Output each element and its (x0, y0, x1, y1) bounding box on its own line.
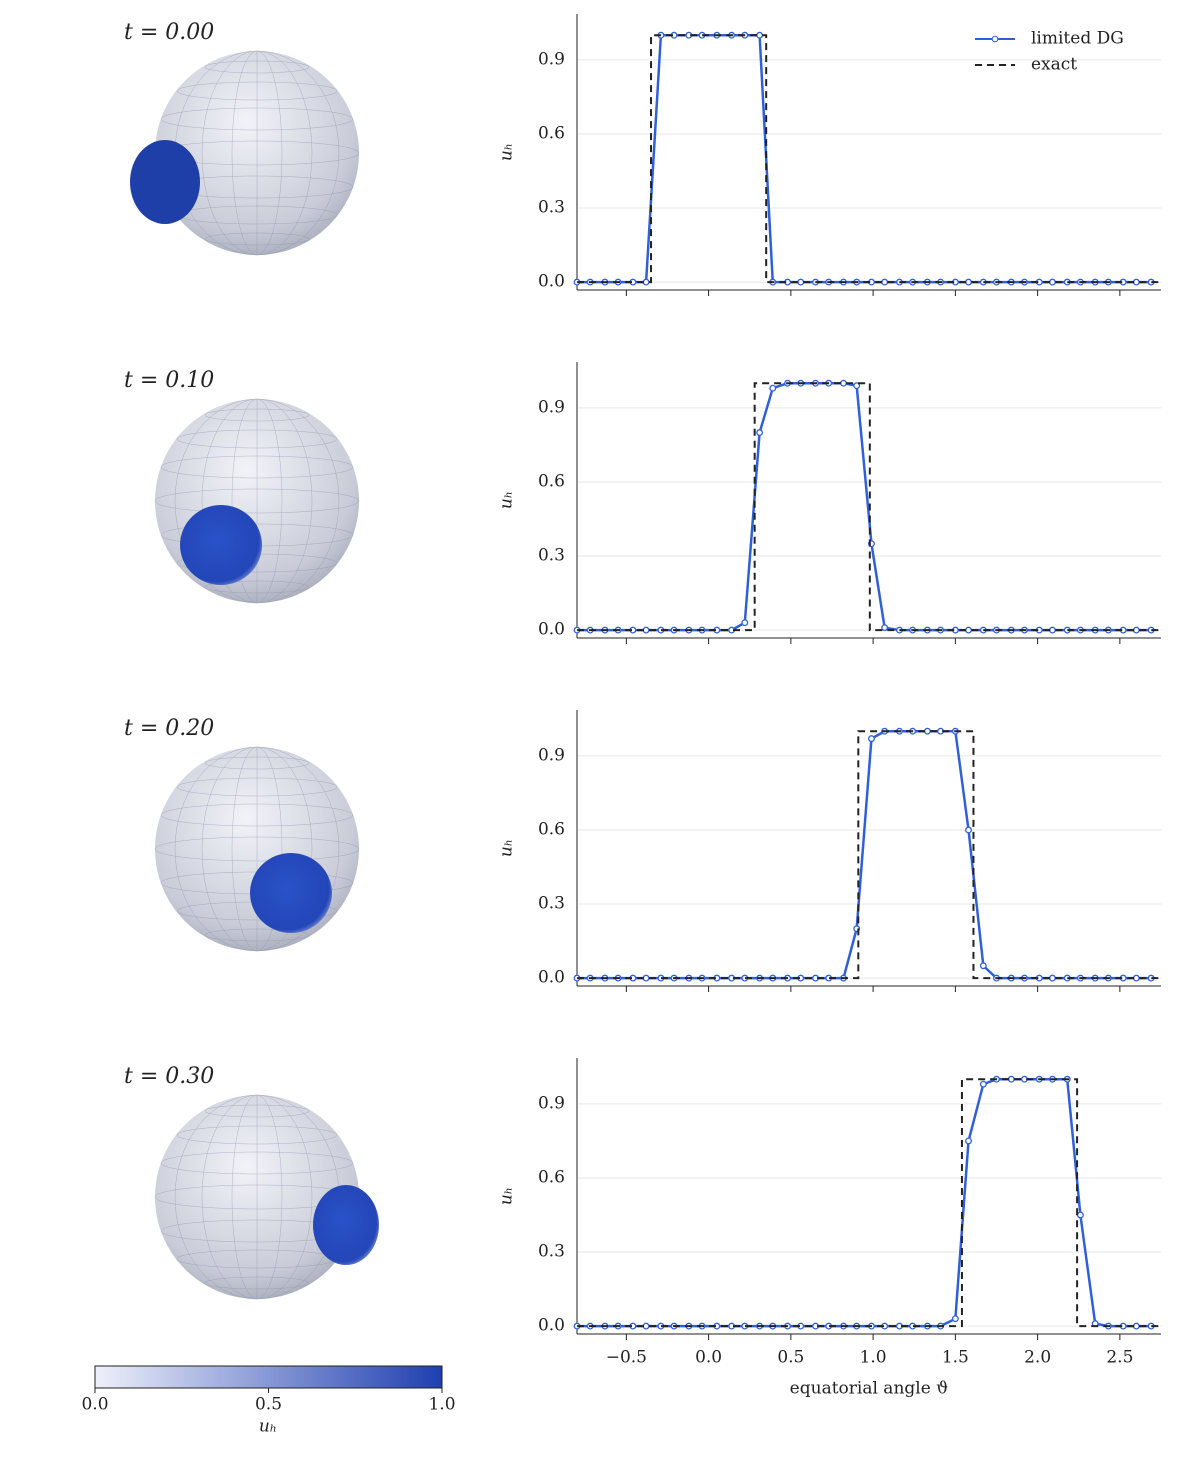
sphere-panel: t = 0.20 (124, 716, 360, 952)
data-point (1132, 974, 1140, 982)
sphere-panel: t = 0.00 (124, 20, 360, 256)
x-axis-label: equatorial angle ϑ (790, 1379, 949, 1399)
x-tick-label: 0.0 (695, 1348, 722, 1368)
x-tick-label: 1.0 (860, 1348, 887, 1368)
series-line (577, 1078, 1161, 1328)
data-point (923, 727, 931, 735)
legend-label: limited DG (1031, 29, 1124, 49)
data-point (756, 429, 764, 437)
data-point (965, 278, 972, 286)
series-line (577, 1077, 1152, 1328)
line-chart: 0.0 0.3 0.6 0.9 −0.5 0.0 0.5 1.0 1.5 2.0 2.5 uₕ equa… (497, 1058, 1161, 1399)
data-point (642, 1322, 650, 1330)
data-point (840, 379, 847, 387)
data-point (756, 31, 764, 39)
data-point (979, 1080, 987, 1088)
time-label: t = 0.10 (124, 368, 214, 393)
data-point (1132, 1322, 1140, 1330)
line-chart: 0.0 0.3 0.6 0.9 uₕ limited DG exact (497, 14, 1161, 296)
data-point (868, 735, 875, 743)
y-tick-label: 0.6 (538, 471, 565, 491)
data-point (1132, 278, 1140, 286)
line-chart: 0.0 0.3 0.6 0.9 uₕ (497, 710, 1161, 992)
data-point (853, 382, 861, 390)
data-point (881, 278, 889, 286)
y-tick-label: 0.9 (538, 1093, 565, 1113)
series-line (577, 730, 1161, 980)
y-tick-label: 0.3 (538, 546, 565, 566)
data-point (741, 619, 749, 627)
y-tick-label: 0.3 (538, 198, 565, 218)
time-label: t = 0.00 (124, 20, 214, 45)
colorbar (94, 1365, 443, 1389)
y-tick-label: 0.0 (538, 272, 565, 292)
data-point (797, 278, 805, 286)
colorbar-tick-label: 0.5 (255, 1395, 282, 1415)
solution-patch (130, 140, 200, 224)
time-label: t = 0.20 (124, 716, 214, 741)
y-tick-label: 0.9 (538, 745, 565, 765)
data-point (965, 1137, 972, 1145)
data-point (951, 1315, 959, 1323)
series-line (577, 729, 1152, 980)
data-point (1048, 626, 1056, 634)
y-tick-label: 0.3 (538, 894, 565, 914)
data-point (642, 278, 650, 286)
data-point (642, 626, 650, 634)
data-point (1076, 1211, 1084, 1219)
y-tick-label: 0.6 (538, 819, 565, 839)
x-tick-label: −0.5 (606, 1348, 647, 1368)
y-tick-label: 0.9 (538, 49, 565, 69)
colorbar-tick-label: 1.0 (428, 1395, 455, 1415)
y-axis-label: uₕ (497, 1187, 517, 1205)
data-point (1007, 1075, 1015, 1083)
line-chart: 0.0 0.3 0.6 0.9 uₕ (497, 362, 1161, 644)
series-line (577, 382, 1161, 632)
y-axis-label: uₕ (497, 143, 517, 161)
colorbar-label: uₕ (259, 1417, 277, 1437)
solution-patch (250, 853, 332, 933)
data-point (1132, 626, 1140, 634)
series-line (577, 34, 1161, 284)
x-tick-label: 1.5 (942, 1348, 969, 1368)
solution-patch (180, 505, 262, 585)
y-tick-label: 0.0 (538, 620, 565, 640)
y-tick-label: 0.0 (538, 1316, 565, 1336)
series-line (577, 381, 1152, 632)
data-point (1048, 974, 1056, 982)
legend-marker (991, 35, 999, 43)
data-point (642, 974, 650, 982)
y-axis-label: uₕ (497, 491, 517, 509)
data-point (979, 962, 987, 970)
legend-label: exact (1031, 55, 1077, 75)
data-point (769, 384, 777, 392)
y-tick-label: 0.6 (538, 123, 565, 143)
time-label: t = 0.30 (124, 1064, 214, 1089)
data-point (965, 826, 972, 834)
x-tick-label: 0.5 (777, 1348, 804, 1368)
x-tick-label: 2.5 (1106, 1348, 1133, 1368)
x-tick-label: 2.0 (1024, 1348, 1051, 1368)
colorbar-tick-label: 0.0 (81, 1395, 108, 1415)
y-tick-label: 0.0 (538, 968, 565, 988)
y-tick-label: 0.6 (538, 1167, 565, 1187)
y-tick-label: 0.9 (538, 397, 565, 417)
data-point (881, 624, 889, 632)
y-axis-label: uₕ (497, 839, 517, 857)
y-tick-label: 0.3 (538, 1242, 565, 1262)
data-point (1048, 278, 1056, 286)
sphere-panel: t = 0.10 (124, 368, 360, 604)
sphere-panel: t = 0.30 (124, 1064, 379, 1300)
solution-patch (313, 1185, 379, 1265)
data-point (965, 626, 972, 634)
